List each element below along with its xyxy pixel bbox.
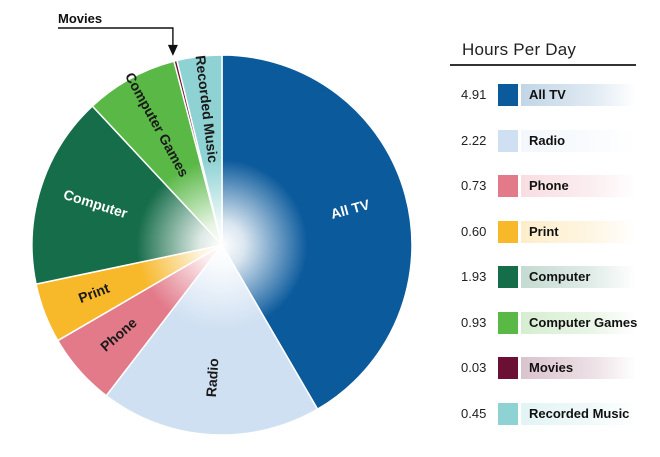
- legend-label: Phone: [529, 178, 569, 193]
- legend-row-movies: 0.03 Movies: [450, 355, 636, 381]
- legend-band: [521, 175, 636, 197]
- legend-band: [521, 311, 636, 334]
- legend-swatch: [498, 402, 518, 425]
- legend-row-computer: 1.93 Computer: [450, 264, 636, 290]
- legend-label: All TV: [529, 87, 566, 102]
- legend-band: [521, 220, 636, 243]
- legend-swatch: [498, 175, 518, 197]
- legend-value: 4.91: [461, 87, 487, 102]
- legend-label: Movies: [529, 360, 574, 375]
- legend-value: 0.03: [461, 360, 487, 375]
- legend-band: [521, 402, 636, 425]
- legend-swatch: [498, 84, 518, 106]
- legend-swatch: [498, 266, 518, 288]
- callout-arrowhead: [167, 44, 178, 56]
- legend-label: Recorded Music: [529, 405, 630, 421]
- legend-label: Computer: [529, 269, 591, 284]
- legend-swatch: [498, 357, 518, 379]
- legend-band: [521, 129, 636, 152]
- legend-title: Hours Per Day: [450, 40, 636, 66]
- legend-swatch: [498, 220, 518, 243]
- slice-label-radio: Radio: [203, 358, 221, 398]
- legend: Hours Per Day 4.91 All TV 2.22 Radio 0.73 Pho…: [450, 40, 637, 425]
- legend-value: 0.93: [461, 314, 487, 330]
- legend-label: Radio: [529, 132, 566, 148]
- legend-swatch: [498, 311, 518, 334]
- legend-value: 2.22: [461, 132, 487, 148]
- legend-value: 0.45: [461, 405, 487, 421]
- legend-row-recorded-music: 0.45 Recorded Music: [450, 401, 636, 427]
- legend-value: 0.60: [461, 223, 487, 239]
- callout-label-movies: Movies: [58, 11, 102, 26]
- legend-value: 1.93: [461, 269, 487, 284]
- legend-row-computer-games: 0.93 Computer Games: [450, 310, 638, 336]
- legend-band: [521, 84, 636, 106]
- legend-band: [521, 266, 636, 288]
- legend-row-phone: 0.73 Phone: [450, 173, 636, 199]
- legend-label: Print: [529, 223, 559, 239]
- pie-center-glow: [32, 55, 412, 435]
- legend-row-radio: 2.22 Radio: [450, 128, 636, 154]
- legend-swatch: [498, 129, 518, 152]
- legend-row-all-tv: 4.91 All TV: [450, 82, 636, 108]
- legend-label: Computer Games: [529, 314, 638, 330]
- legend-value: 0.73: [461, 178, 487, 193]
- legend-row-print: 0.60 Print: [450, 219, 636, 245]
- callout-leader-line: [58, 27, 174, 47]
- legend-band: [521, 357, 636, 379]
